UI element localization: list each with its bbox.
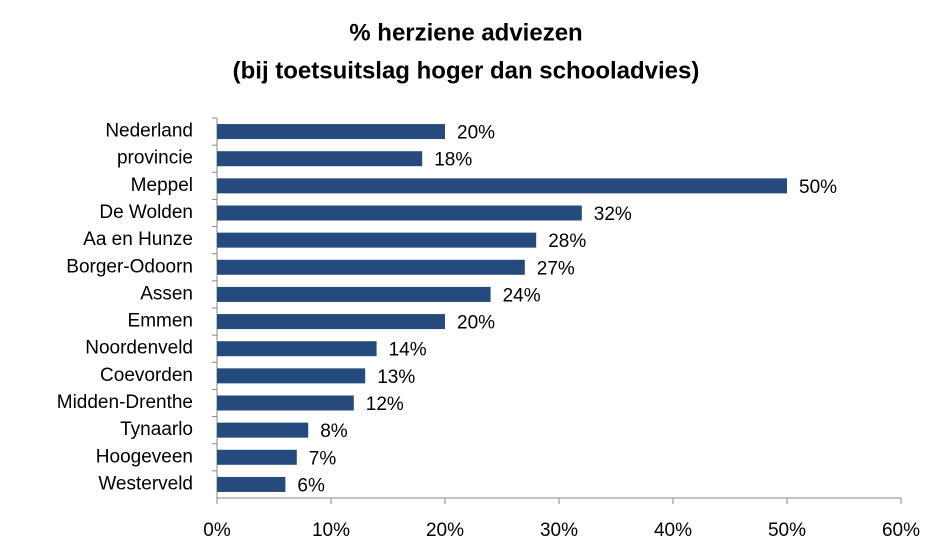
x-tick-label: 20% — [426, 520, 464, 541]
bar — [217, 232, 537, 248]
bar — [217, 449, 297, 465]
bar — [217, 476, 286, 492]
data-label: 32% — [594, 204, 632, 225]
data-label: 18% — [434, 150, 472, 171]
bar — [217, 395, 354, 411]
x-tick-label: 30% — [540, 520, 578, 541]
bar — [217, 422, 309, 438]
bar — [217, 286, 491, 302]
data-label: 8% — [320, 421, 348, 442]
bar — [217, 151, 423, 167]
y-tick-label: provincie — [117, 148, 193, 169]
data-label: 20% — [457, 123, 495, 144]
y-tick-label: Meppel — [131, 175, 193, 196]
data-label: 7% — [309, 448, 337, 469]
x-tick-label: 50% — [768, 520, 806, 541]
x-tick-label: 0% — [203, 520, 231, 541]
bar — [217, 314, 445, 330]
bar — [217, 178, 787, 194]
y-tick-label: Assen — [140, 283, 193, 304]
y-tick-label: Nederland — [105, 121, 193, 142]
y-tick-label: De Wolden — [99, 202, 193, 223]
data-label: 28% — [548, 231, 586, 252]
y-tick-label: Westerveld — [98, 473, 193, 494]
data-label: 12% — [366, 394, 404, 415]
bar — [217, 259, 525, 275]
y-tick-label: Coevorden — [100, 365, 193, 386]
chart-title: % herziene adviezen — [349, 19, 582, 46]
y-tick-label: Noordenveld — [85, 338, 193, 359]
chart-subtitle: (bij toetsuitslag hoger dan schooladvies… — [233, 57, 700, 84]
y-tick-label: Aa en Hunze — [83, 229, 193, 250]
x-tick-label: 10% — [312, 520, 350, 541]
y-tick-label: Hoogeveen — [96, 446, 193, 467]
x-tick-label: 40% — [654, 520, 692, 541]
x-tick-label: 60% — [882, 520, 920, 541]
bar — [217, 205, 582, 221]
y-tick-label: Midden-Drenthe — [57, 392, 193, 413]
bar — [217, 341, 377, 357]
y-tick-label: Emmen — [128, 311, 193, 332]
bar — [217, 368, 366, 384]
y-tick-label: Borger-Odoorn — [66, 256, 193, 277]
data-label: 13% — [377, 367, 415, 388]
data-label: 20% — [457, 313, 495, 334]
data-label: 27% — [537, 258, 575, 279]
bar — [217, 124, 445, 140]
data-label: 14% — [389, 340, 427, 361]
y-tick-label: Tynaarlo — [120, 419, 193, 440]
data-label: 6% — [297, 475, 325, 496]
data-label: 50% — [799, 177, 837, 198]
data-label: 24% — [503, 285, 541, 306]
